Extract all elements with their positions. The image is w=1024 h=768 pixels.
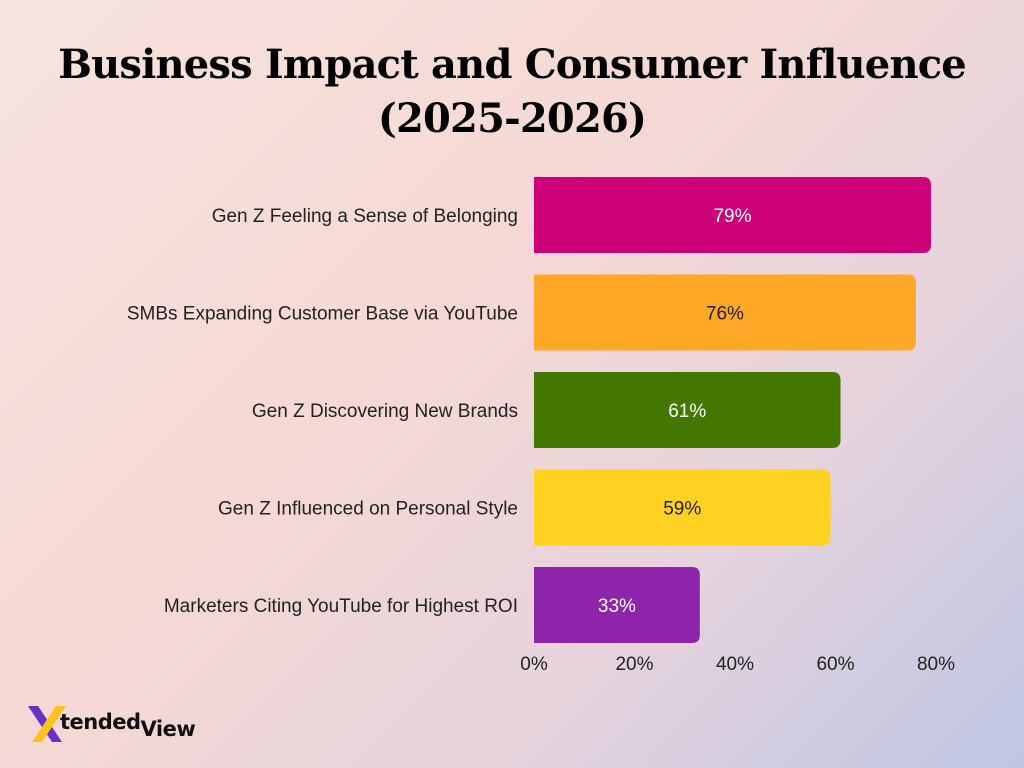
x-logo-icon — [28, 706, 66, 742]
bar-value-label: 76% — [706, 304, 744, 325]
category-label: Gen Z Feeling a Sense of Belonging — [212, 206, 518, 227]
bar-value-label: 59% — [663, 499, 701, 520]
chart-title-line2: (2025-2026) — [377, 95, 647, 142]
chart-title-line1: Business Impact and Consumer Influence — [58, 41, 967, 88]
category-label: Marketers Citing YouTube for Highest ROI — [164, 596, 518, 617]
x-tick-label: 0% — [520, 654, 548, 675]
bar-value-label: 33% — [598, 596, 636, 617]
x-tick-label: 20% — [615, 654, 653, 675]
bar — [534, 469, 831, 546]
category-label: SMBs Expanding Customer Base via YouTube — [127, 304, 518, 325]
category-label: Gen Z Influenced on Personal Style — [218, 499, 518, 520]
bar — [534, 567, 700, 643]
x-tick-label: 40% — [716, 654, 754, 675]
bar-value-label: 79% — [713, 206, 751, 227]
chart-title: Business Impact and Consumer Influence (… — [0, 38, 1024, 146]
xtendedview-logo: tendedView — [26, 702, 216, 746]
x-tick-label: 60% — [816, 654, 854, 675]
bar — [534, 274, 916, 351]
bar — [534, 177, 931, 253]
bar-value-label: 61% — [668, 401, 706, 422]
logo-text-view: View — [140, 717, 196, 741]
x-tick-label: 80% — [917, 654, 955, 675]
bar — [534, 372, 841, 448]
logo-text-tended: tended — [60, 710, 141, 734]
category-label: Gen Z Discovering New Brands — [252, 401, 518, 422]
